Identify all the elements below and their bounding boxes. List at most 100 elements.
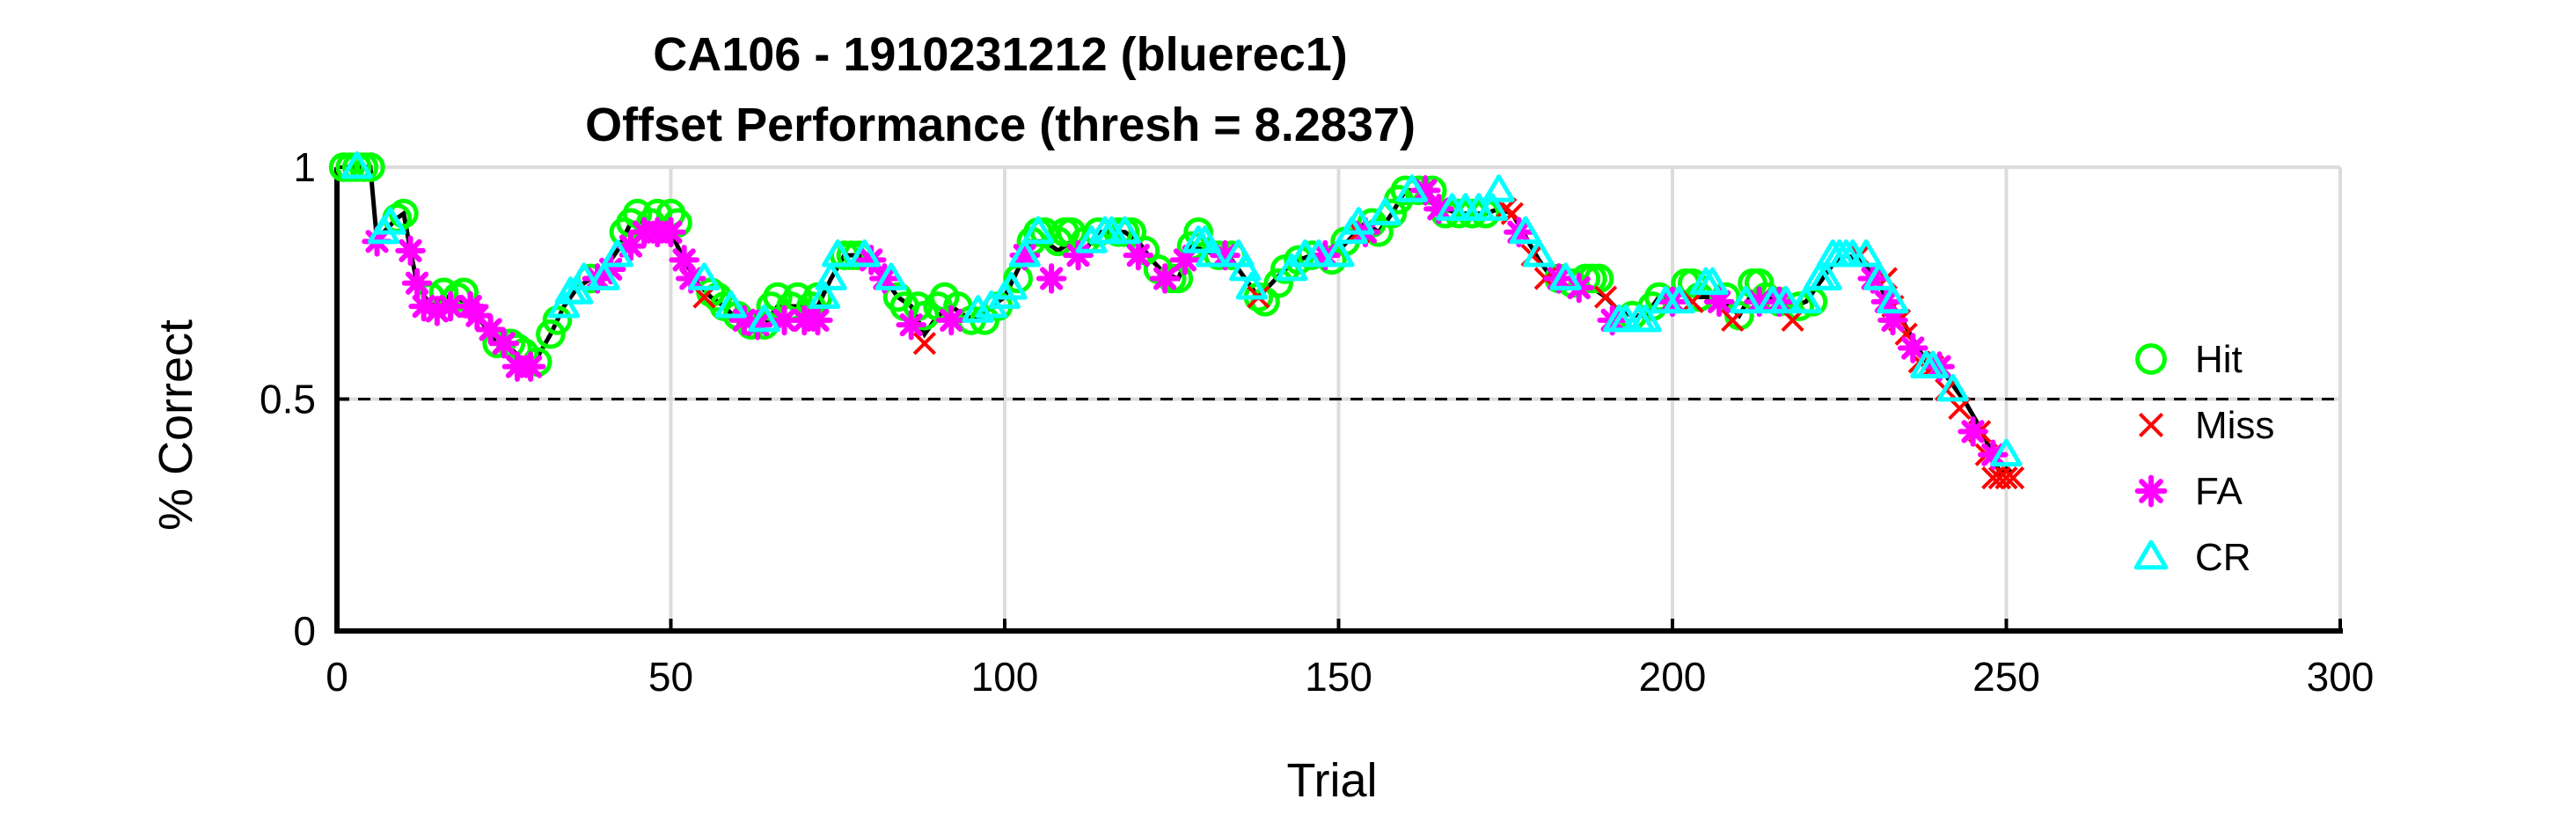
cr-marker xyxy=(714,290,747,319)
cr-marker xyxy=(1276,253,1308,282)
fa-marker xyxy=(1958,416,1988,447)
legend-label: CR xyxy=(2195,536,2251,579)
legend-label: Miss xyxy=(2195,404,2274,447)
legend-marker-hit xyxy=(2135,343,2167,375)
hit-marker xyxy=(1284,245,1314,275)
cr-marker xyxy=(1990,438,2023,467)
fa-marker xyxy=(1063,239,1094,271)
x-tick-label: 250 xyxy=(1972,654,2040,700)
cr-marker xyxy=(1789,285,1822,314)
fa-marker xyxy=(1210,239,1240,271)
miss-marker xyxy=(1593,285,1618,309)
hit-marker xyxy=(1457,198,1488,229)
fa-marker xyxy=(1036,263,1067,294)
cr-marker xyxy=(1109,216,1141,245)
fa-marker xyxy=(408,290,439,322)
cr-marker xyxy=(1229,253,1262,282)
fa-marker xyxy=(1149,263,1181,294)
legend-marker-fa xyxy=(2134,474,2168,508)
fa-marker xyxy=(769,304,800,336)
legend: Hit Miss FA CR xyxy=(2133,338,2274,579)
legend-item-hit: Hit xyxy=(2135,338,2243,381)
legend-label: FA xyxy=(2195,470,2243,513)
hit-marker xyxy=(355,152,385,182)
cr-marker xyxy=(1475,193,1509,221)
legend-label: Hit xyxy=(2195,338,2243,381)
cr-marker xyxy=(374,207,406,235)
cr-marker xyxy=(1629,304,1662,333)
x-axis-label: Trial xyxy=(1287,754,1378,807)
cr-marker xyxy=(815,262,847,290)
fa-marker xyxy=(802,304,833,336)
cr-marker xyxy=(1343,207,1375,235)
hit-marker xyxy=(536,319,566,349)
fa-marker xyxy=(855,245,887,275)
cr-marker xyxy=(1235,271,1268,300)
fa-marker xyxy=(1169,245,1201,275)
fa-marker xyxy=(728,304,760,336)
performance-line xyxy=(343,165,2015,477)
cr-marker xyxy=(1549,262,1582,290)
fa-marker xyxy=(615,231,647,261)
miss-marker xyxy=(1994,466,2018,490)
x-tick-label: 50 xyxy=(648,654,693,700)
cr-marker xyxy=(875,262,908,290)
fa-marker xyxy=(1009,239,1041,271)
fa-marker xyxy=(1897,333,1928,363)
fa-marker xyxy=(1744,286,1775,318)
fa-marker xyxy=(395,235,426,267)
cr-marker xyxy=(748,304,780,333)
cr-marker xyxy=(1916,350,1950,379)
cr-marker xyxy=(1369,197,1401,226)
fa-marker xyxy=(1978,439,2009,471)
fa-marker xyxy=(401,268,433,299)
cr-marker xyxy=(547,290,581,319)
cr-marker xyxy=(1395,174,1429,202)
tick-labels: 0 50 100 150 200 250 300 0 0.5 1 xyxy=(260,144,2374,700)
chart-subtitle: Offset Performance (thresh = 8.2837) xyxy=(585,99,1416,151)
cr-marker xyxy=(1196,239,1228,268)
y-tick-label: 1 xyxy=(293,144,316,190)
fa-marker xyxy=(475,314,506,345)
fa-marker xyxy=(935,304,967,336)
fa-marker xyxy=(669,245,699,275)
cr-marker xyxy=(822,239,854,268)
cr-marker xyxy=(1322,239,1355,268)
fa-marker xyxy=(435,290,466,322)
cr-marker xyxy=(962,295,994,323)
chart-title: CA106 - 1910231212 (bluerec1) xyxy=(653,28,1348,81)
fa-marker xyxy=(655,216,686,248)
fa-marker xyxy=(1409,175,1441,206)
legend-item-cr: CR xyxy=(2133,536,2251,579)
x-tick-label: 150 xyxy=(1305,654,1372,700)
cr-marker xyxy=(1523,239,1555,268)
cr-marker xyxy=(808,281,841,309)
fa-marker xyxy=(1703,286,1735,318)
cr-marker xyxy=(1696,267,1729,296)
fa-marker xyxy=(1423,194,1454,224)
trial-markers xyxy=(328,150,2025,490)
y-tick-label: 0 xyxy=(293,608,316,654)
cr-marker xyxy=(995,271,1028,300)
cr-marker xyxy=(1850,239,1883,268)
cr-marker xyxy=(848,239,881,268)
fa-marker xyxy=(462,300,493,331)
y-axis-label: % Correct xyxy=(150,319,202,531)
x-tick-label: 0 xyxy=(326,654,348,700)
cr-marker xyxy=(1769,285,1803,314)
cr-marker xyxy=(1302,239,1335,268)
fa-marker xyxy=(675,263,706,294)
fa-marker xyxy=(595,253,626,285)
cr-marker xyxy=(1730,285,1762,314)
series-cr xyxy=(340,150,2023,467)
hit-marker xyxy=(1183,216,1213,247)
x-tick-label: 100 xyxy=(971,654,1039,700)
cr-marker xyxy=(588,262,620,290)
miss-marker xyxy=(912,332,937,356)
cr-marker xyxy=(601,239,633,268)
cr-marker xyxy=(1482,174,1515,202)
x-tick-label: 200 xyxy=(1639,654,1707,700)
fa-marker xyxy=(1877,304,1908,336)
cr-marker xyxy=(340,150,373,180)
